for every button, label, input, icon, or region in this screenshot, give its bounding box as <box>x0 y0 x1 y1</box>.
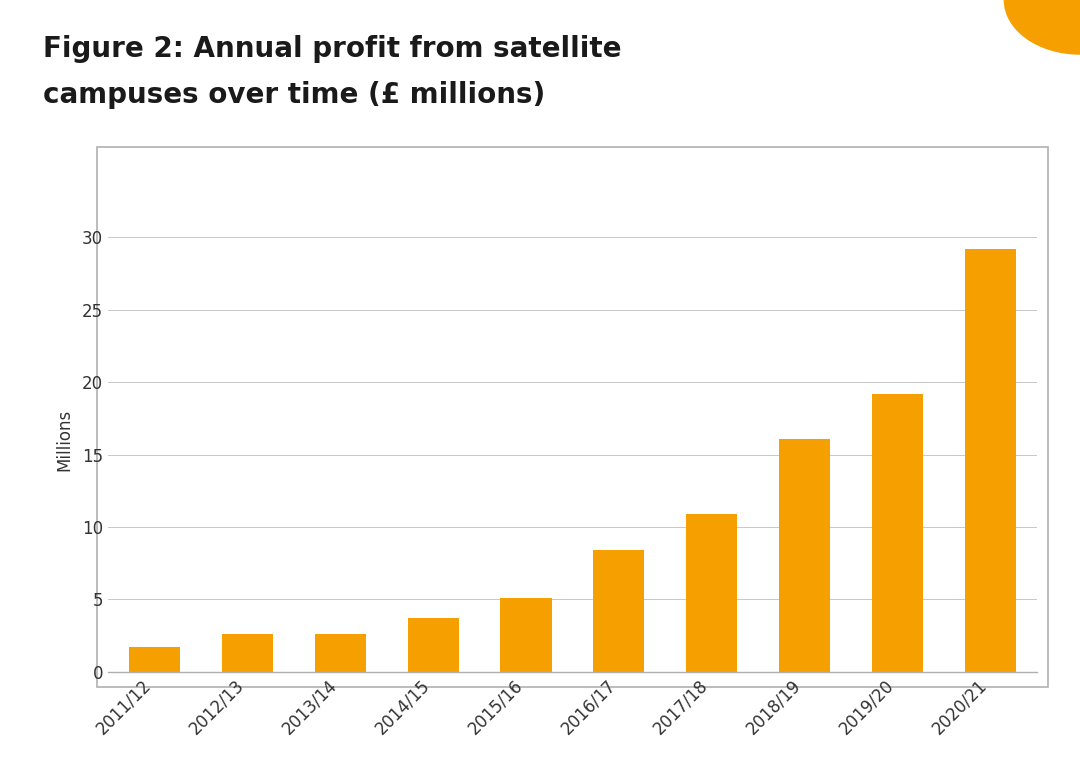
Bar <box>407 618 459 672</box>
Bar <box>129 647 180 672</box>
Text: Figure 2: Annual profit from satellite: Figure 2: Annual profit from satellite <box>43 35 622 63</box>
Bar <box>686 514 738 672</box>
Y-axis label: Millions: Millions <box>56 409 73 471</box>
Bar <box>593 550 645 672</box>
Text: campuses over time (£ millions): campuses over time (£ millions) <box>43 81 545 109</box>
Bar <box>964 249 1016 672</box>
Bar <box>500 598 552 672</box>
Bar <box>779 438 831 672</box>
Bar <box>221 634 273 672</box>
Bar <box>314 634 366 672</box>
Bar <box>872 394 923 672</box>
